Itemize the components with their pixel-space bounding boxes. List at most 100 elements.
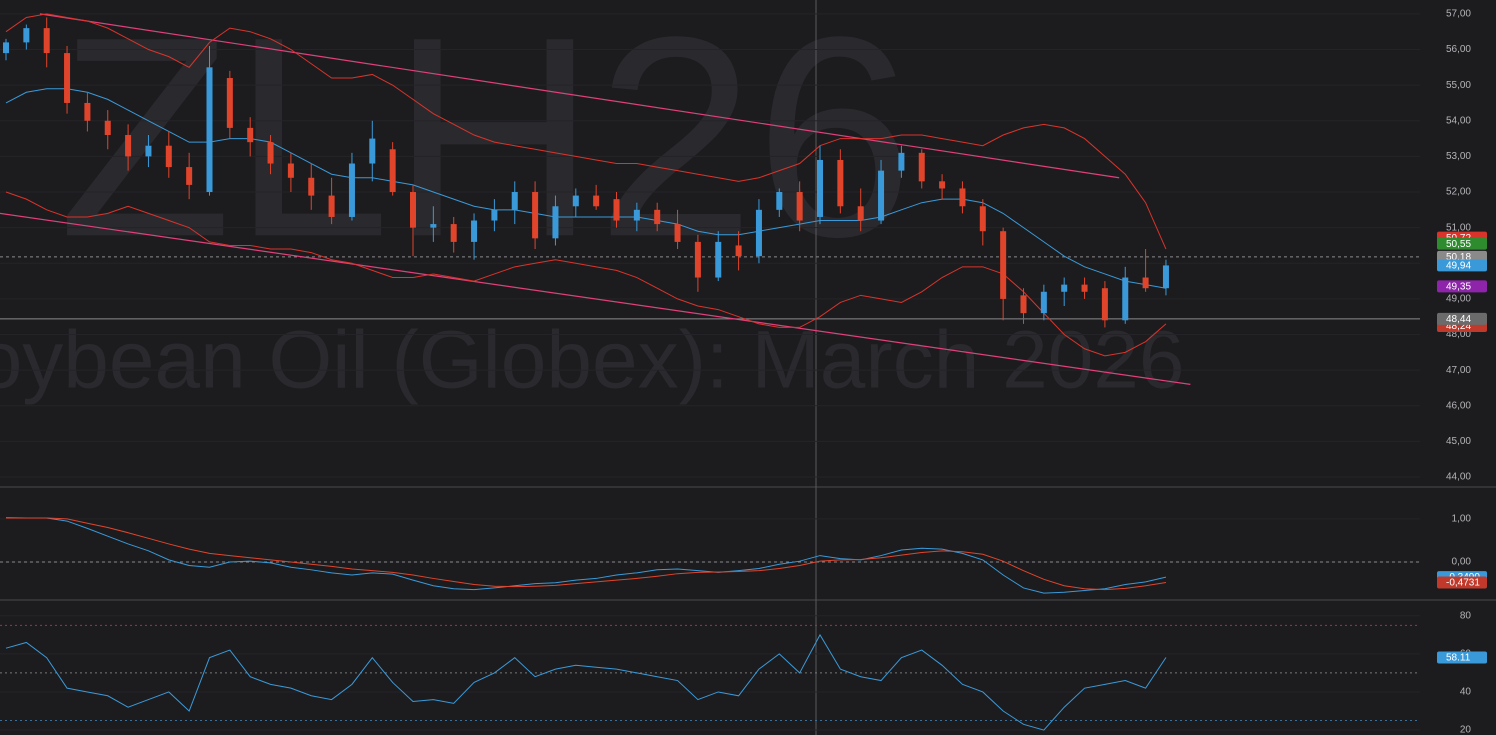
y-tick-label: 53,00: [1446, 151, 1471, 162]
candle-body: [308, 177, 315, 196]
price-label: -0,4731: [1446, 578, 1480, 589]
candle-body: [979, 206, 986, 232]
candle-body: [837, 159, 844, 207]
y-tick-label: 51,00: [1446, 222, 1471, 233]
candle-body: [511, 192, 518, 210]
candle-body: [450, 224, 457, 242]
y-tick-label: 55,00: [1446, 80, 1471, 91]
price-label: 49,94: [1446, 261, 1471, 272]
indicator-line: [6, 517, 1167, 591]
candle-body: [1142, 277, 1149, 289]
candle-body: [532, 192, 539, 239]
candle-body: [1081, 284, 1088, 292]
price-label-box: [1437, 237, 1487, 250]
y-tick-label: 20: [1460, 725, 1472, 735]
trendline: [0, 212, 1191, 385]
candle-body: [328, 195, 335, 217]
y-tick-label: 0,00: [1452, 557, 1472, 568]
candle-body: [1061, 284, 1068, 292]
y-tick-label: 40: [1460, 687, 1472, 698]
y-tick-label: 46,00: [1446, 400, 1471, 411]
indicator-line: [5, 517, 1167, 594]
candle-body: [755, 209, 762, 257]
candle-body: [165, 145, 172, 168]
candle-body: [348, 163, 355, 217]
candle-body: [104, 120, 111, 136]
candle-body: [226, 78, 233, 128]
candle-body: [369, 138, 376, 164]
candle-body: [593, 195, 600, 207]
candle-body: [1162, 265, 1169, 289]
candle-body: [572, 195, 579, 207]
price-label-box: [1437, 259, 1487, 272]
candle-body: [1101, 288, 1108, 321]
candle-body: [633, 209, 640, 221]
panel: 2040608058.11: [0, 610, 1487, 735]
candle-body: [796, 192, 803, 221]
y-tick-label: 1,00: [1452, 514, 1472, 525]
candle-body: [43, 28, 50, 54]
candle-body: [84, 102, 91, 121]
candle-body: [287, 163, 294, 178]
candle-body: [715, 241, 722, 278]
candle-body: [491, 209, 498, 221]
price-label-box: [1437, 280, 1487, 293]
y-tick-label: 45,00: [1446, 436, 1471, 447]
candle-body: [1040, 291, 1047, 314]
candle-body: [64, 53, 71, 103]
candle-body: [125, 135, 132, 157]
candle-body: [1000, 231, 1007, 299]
y-tick-label: 44,00: [1446, 472, 1471, 483]
candle-body: [145, 145, 152, 157]
candle-body: [206, 67, 213, 193]
candle-body: [654, 209, 661, 225]
y-tick-label: 54,00: [1446, 115, 1471, 126]
candle-body: [959, 188, 966, 207]
candle-body: [23, 28, 30, 43]
indicator-line: [5, 633, 1167, 731]
candle-body: [430, 224, 437, 228]
candle-body: [694, 241, 701, 278]
candle-body: [898, 152, 905, 171]
candle-body: [3, 42, 9, 54]
y-tick-label: 48,00: [1446, 329, 1471, 340]
candle-body: [857, 206, 864, 221]
candle-body: [389, 149, 396, 193]
price-label-box: [1437, 576, 1487, 589]
candle-body: [186, 167, 193, 185]
candle-body: [247, 127, 254, 143]
candle-body: [776, 192, 783, 210]
candle-body: [674, 224, 681, 242]
candle-body: [471, 220, 478, 242]
symbol-watermark: ZLH26: [58, 0, 913, 296]
y-tick-label: 52,00: [1446, 187, 1471, 198]
price-label: 48,24: [1446, 321, 1471, 332]
panel: 0,001,00-0,3490-0,4731: [0, 514, 1487, 594]
price-label: 50,18: [1446, 252, 1471, 263]
candle-body: [918, 152, 925, 182]
y-tick-label: 47,00: [1446, 365, 1471, 376]
indicator-line: [5, 88, 1167, 289]
price-label: 48,44: [1446, 314, 1471, 325]
name-watermark: Soybean Oil (Globex): March 2026: [0, 315, 1185, 406]
price-label-box: [1437, 651, 1487, 664]
price-label: 50,55: [1446, 239, 1471, 250]
price-label-box: [1437, 312, 1487, 325]
indicator-line: [5, 191, 1167, 357]
price-label: 49,35: [1446, 282, 1471, 293]
candle-body: [878, 170, 885, 221]
candle-body: [410, 192, 416, 228]
indicator-line: [5, 13, 1167, 250]
y-tick-label: 57,00: [1446, 9, 1471, 20]
price-label: 58.11: [1446, 653, 1471, 664]
y-tick-label: 56,00: [1446, 44, 1471, 55]
candle-body: [735, 245, 742, 257]
y-tick-label: 80: [1460, 610, 1472, 621]
candle-body: [1122, 277, 1129, 321]
candle-body: [939, 181, 946, 189]
candle-body: [552, 206, 559, 239]
candle-body: [613, 199, 620, 221]
